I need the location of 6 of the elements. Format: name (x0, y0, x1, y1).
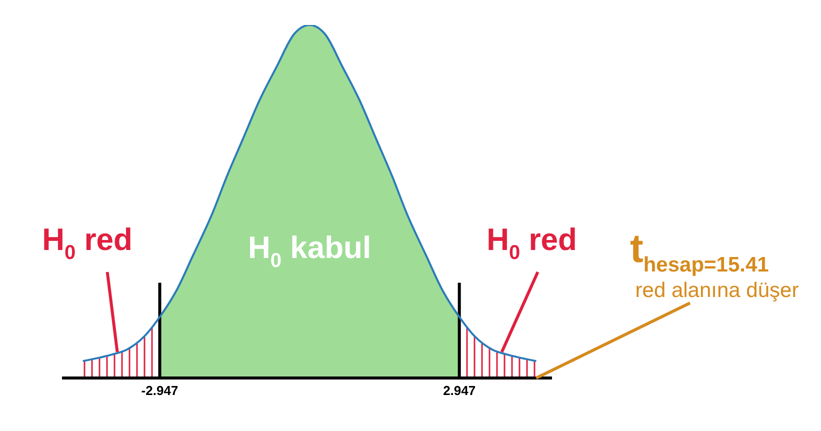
series-label: H$_{0}$ red (486, 222, 577, 264)
series-label: H$_{0}$ red (42, 222, 132, 264)
x-tick-label: 2.947 (443, 383, 476, 398)
x-tick-label: -2.947 (141, 383, 178, 398)
text: t$_{hesap=15.41}$ red alanına düşer (630, 227, 799, 302)
series-label: H$_{0}$ kabul (248, 230, 372, 272)
